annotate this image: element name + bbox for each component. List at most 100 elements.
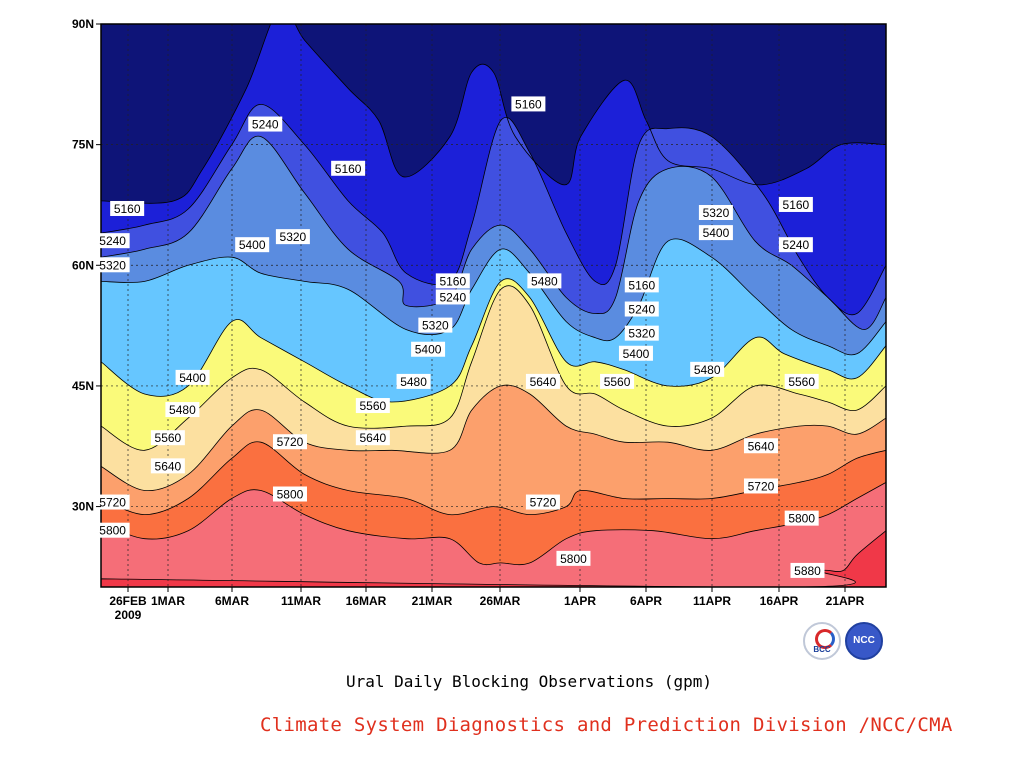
contour-label-text: 5640 [530,375,557,389]
band-above-5800 [101,482,886,587]
contour-label: 5320 [698,205,733,221]
x-tick-label: 11MAR [281,594,321,608]
contour-label: 5560 [355,398,390,414]
contour-label-text: 5640 [359,431,386,445]
contour-label-text: 5240 [252,118,279,132]
y-tick-label: 90N [72,17,94,31]
contour-label: 5320 [624,325,659,341]
contour-line-5400 [101,238,886,356]
contour-label: 5880 [790,562,825,578]
contour-label-text: 5160 [783,198,810,212]
contour-label-bg [624,301,659,317]
x-tick-label: 6MAR [215,594,249,608]
contour-line-5240 [101,103,886,316]
contour-label-text: 5720 [530,496,557,510]
contour-label-text: 5240 [628,303,655,317]
credit-line: Climate System Diagnostics and Predictio… [260,714,953,736]
x-tick-label: 21APR [826,594,865,608]
contour-label-text: 5240 [99,234,126,248]
contour-label-bg [248,116,283,132]
contour-label-bg [790,562,825,578]
contour-label: 5560 [150,430,185,446]
contour-label: 5240 [778,237,813,253]
x-tick-label: 26MAR [480,594,521,608]
contour-label-text: 5560 [155,431,182,445]
contour-label-bg [355,430,390,446]
contour-label: 5720 [272,434,307,450]
contour-label: 5160 [435,273,470,289]
x-tick-label: 16APR [760,594,799,608]
contour-chart: 5160 5240 5320 5240 5160 5320 5400 5400 5480 5560… [72,17,887,622]
contour-label: 5560 [784,373,819,389]
contour-line-5160 [101,24,886,204]
band-above-5880 [101,530,886,587]
contour-label-bg [110,200,145,216]
contour-label: 5320 [275,229,310,245]
contour-label: 5320 [418,317,453,333]
axis-ticks: 90N 75N 60N 45N 30N 26FEB 1MAR 6MAR 11MAR 16MAR 21… [72,17,865,622]
contour-label-bg [525,373,560,389]
contour-label-text: 5160 [515,97,542,111]
contour-label-text: 5720 [99,496,126,510]
contour-label-text: 5800 [788,512,815,526]
contour-label: 5160 [624,277,659,293]
contour-label-bg [743,438,778,454]
y-tick-label: 45N [72,379,94,393]
contour-label-text: 5640 [748,439,775,453]
contour-label-text: 5400 [415,343,442,357]
contour-label: 5800 [556,550,591,566]
contour-label-text: 5560 [604,375,631,389]
contour-label-text: 5160 [335,162,362,176]
contour-label: 5720 [95,494,130,510]
contour-label-bg [698,225,733,241]
contour-label: 5560 [600,373,635,389]
contour-label: 5800 [95,522,130,538]
plot-frame [100,23,887,588]
contour-label-bg [525,494,560,510]
contour-label: 5160 [110,200,145,216]
contour-label: 5240 [435,289,470,305]
contour-label-text: 5480 [531,274,558,288]
contour-label-bg [527,273,562,289]
y-tick-label: 30N [72,500,94,514]
chart-subtitle: Ural Daily Blocking Observations (gpm) [346,672,713,691]
bcc-logo-text: BCC [813,645,831,654]
contour-label-bg [624,277,659,293]
contour-label-bg [235,237,270,253]
contour-line-5560 [101,285,886,451]
contour-label-text: 5160 [114,202,141,216]
contour-label-bg [618,345,653,361]
contour-label-bg [95,494,130,510]
x-tick-label: 26FEB [109,594,147,608]
contour-label: 5480 [165,402,200,418]
contour-label-bg [272,434,307,450]
contour-label: 5400 [618,345,653,361]
contour-label: 5480 [527,273,562,289]
contour-label-text: 5800 [99,524,126,538]
contour-label-bg [331,160,366,176]
contour-label: 5320 [95,257,130,273]
contour-fills [101,24,886,587]
contour-label-text: 5560 [359,399,386,413]
contour-label-text: 5800 [277,488,304,502]
contour-label: 5160 [778,196,813,212]
x-tick-label: 16MAR [346,594,387,608]
contour-label-bg [411,341,446,357]
contour-label: 5400 [175,369,210,385]
contour-label: 5720 [525,494,560,510]
contour-label: 5640 [150,458,185,474]
contour-label-bg [690,361,725,377]
contour-label-bg [165,402,200,418]
contour-label: 5640 [355,430,390,446]
contour-label-bg [784,373,819,389]
contour-label-bg [784,510,819,526]
x-year-label: 2009 [115,608,142,622]
contour-label-text: 5480 [169,403,196,417]
contour-label-text: 5400 [703,226,730,240]
contour-label: 5480 [396,373,431,389]
ncc-logo: NCC [845,622,883,660]
contour-label-text: 5800 [560,552,587,566]
contour-lines [101,24,886,587]
contour-label-bg [150,430,185,446]
contour-label: 5160 [511,96,546,112]
